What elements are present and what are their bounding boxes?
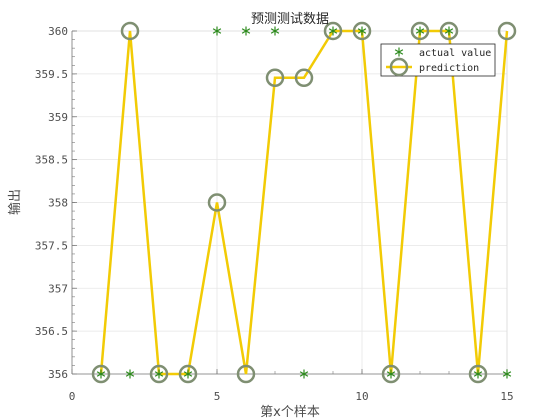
y-tick-label: 356: [48, 368, 68, 381]
prediction-point: [207, 193, 227, 212]
y-ticks: 356 356.5 357 357.5 358 358.5 359 359.5 360: [35, 25, 77, 381]
prediction-point: [91, 364, 111, 384]
y-tick-label: 359.5: [35, 68, 68, 81]
prediction-point: [468, 364, 488, 384]
y-tick-label: 360: [48, 25, 68, 38]
actual-point: [154, 369, 164, 379]
prediction-point: [178, 364, 198, 384]
prediction-point: [439, 21, 459, 41]
actual-point: [357, 26, 367, 36]
y-tick-label: 356.5: [35, 325, 68, 338]
y-axis-label: 输出: [7, 189, 23, 215]
x-tick-label: 10: [355, 390, 368, 403]
legend-actual-label: actual value: [419, 48, 491, 59]
prediction-point: [381, 364, 401, 384]
legend-actual-asterisk: [394, 47, 404, 57]
y-tick-label: 357: [48, 282, 68, 295]
y-tick-label: 358: [48, 197, 68, 210]
legend: actual value prediction: [380, 43, 496, 77]
y-tick-label: 359: [48, 111, 68, 124]
prediction-point: [294, 68, 314, 88]
prediction-point: [236, 364, 256, 384]
x-tick-label: 5: [214, 390, 221, 403]
actual-point: [241, 26, 251, 36]
actual-point: [415, 26, 425, 36]
prediction-point: [410, 21, 430, 41]
x-tick-label: 15: [500, 390, 513, 403]
x-ticks: 0 5 10 15: [69, 369, 514, 403]
prediction-point: [497, 21, 517, 41]
legend-prediction-marker: [389, 57, 409, 77]
x-axis-label: 第x个样本: [260, 405, 320, 420]
legend-actual-marker: [394, 47, 404, 57]
prediction-point: [323, 21, 343, 41]
legend-prediction-label: prediction: [419, 63, 479, 74]
actual-point: [125, 369, 135, 379]
actual-point: [299, 369, 309, 379]
prediction-point: [149, 364, 169, 384]
x-tick-label: 0: [69, 390, 76, 403]
series-actual: [96, 26, 512, 379]
actual-point: [473, 369, 483, 379]
prediction-point: [120, 21, 140, 41]
actual-point: [212, 26, 222, 36]
actual-point: [270, 26, 280, 36]
actual-point: [183, 369, 193, 379]
prediction-point: [265, 68, 285, 88]
actual-point: [328, 26, 338, 36]
actual-point: [96, 369, 106, 379]
y-tick-label: 357.5: [35, 239, 68, 252]
chart-title: 预测测试数据: [251, 12, 329, 27]
actual-point: [386, 369, 396, 379]
actual-point: [444, 26, 454, 36]
series-prediction: [91, 21, 517, 384]
actual-point: [502, 369, 512, 379]
prediction-point: [352, 21, 372, 41]
prediction-line: [99, 29, 509, 376]
y-tick-label: 358.5: [35, 154, 68, 167]
